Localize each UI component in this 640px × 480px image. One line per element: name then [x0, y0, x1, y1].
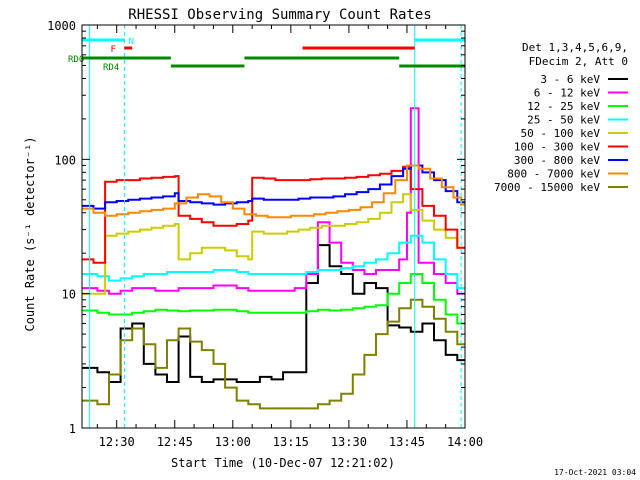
- series-line-8: [81, 298, 465, 410]
- legend-label-8: 7000 - 15000 keV: [494, 181, 600, 194]
- axes: 1 10 100 1000 12:30 12:45 13:00 13:15 13:30 13:45…: [47, 19, 483, 449]
- marker-layer: [89, 25, 462, 428]
- series-line-2: [81, 273, 465, 325]
- status-label-RD0: RD0: [68, 55, 84, 65]
- series-line-7: [81, 164, 465, 219]
- x-tick-label-2: 13:00: [215, 435, 251, 449]
- y-tick-label-0: 1: [69, 422, 76, 436]
- legend-label-2: 12 - 25 keV: [527, 100, 600, 113]
- x-axis-label: Start Time (10-Dec-07 12:21:02): [171, 456, 395, 470]
- legend-label-1: 6 - 12 keV: [534, 87, 601, 100]
- series-line-3: [81, 234, 465, 290]
- status-label-F: F: [110, 45, 115, 55]
- timestamp: 17-Oct-2021 03:04: [554, 468, 636, 477]
- chart-title: RHESSI Observing Summary Count Rates: [128, 7, 431, 23]
- y-tick-label-3: 1000: [47, 19, 76, 33]
- x-tick-label-3: 13:15: [273, 435, 309, 449]
- legend-label-3: 25 - 50 keV: [527, 114, 600, 127]
- legend-label-7: 800 - 7000 keV: [507, 168, 600, 181]
- y-tick-label-2: 100: [54, 153, 76, 167]
- legend-label-0: 3 - 6 keV: [540, 73, 600, 86]
- x-tick-label-1: 12:45: [157, 435, 193, 449]
- x-tick-label-6: 14:00: [447, 435, 483, 449]
- series-line-1: [81, 107, 465, 295]
- status-label-RD4: RD4: [103, 63, 119, 73]
- series-line-4: [81, 193, 465, 295]
- legend-label-4: 50 - 100 keV: [521, 127, 601, 140]
- status-label-N: N: [128, 37, 133, 47]
- series-layer: [81, 107, 465, 410]
- plot-frame: [81, 24, 466, 429]
- series-line-5: [81, 165, 465, 264]
- series-line-6: [81, 164, 465, 210]
- y-tick-label-1: 10: [62, 288, 76, 302]
- legend-label-6: 300 - 800 keV: [514, 154, 600, 167]
- series-line-0: [81, 244, 465, 383]
- x-tick-label-4: 13:30: [331, 435, 367, 449]
- status-bar-layer: N F RD0 RD4: [68, 37, 465, 73]
- x-tick-label-0: 12:30: [99, 435, 135, 449]
- x-tick-label-5: 13:45: [389, 435, 425, 449]
- legend-header-detectors: Det 1,3,4,5,6,9,: [522, 41, 628, 54]
- y-axis-label: Count Rate (s⁻¹ detector⁻¹): [23, 136, 37, 331]
- legend-header-decimation: FDecim 2, Att 0: [529, 55, 628, 68]
- legend-label-5: 100 - 300 keV: [514, 141, 600, 154]
